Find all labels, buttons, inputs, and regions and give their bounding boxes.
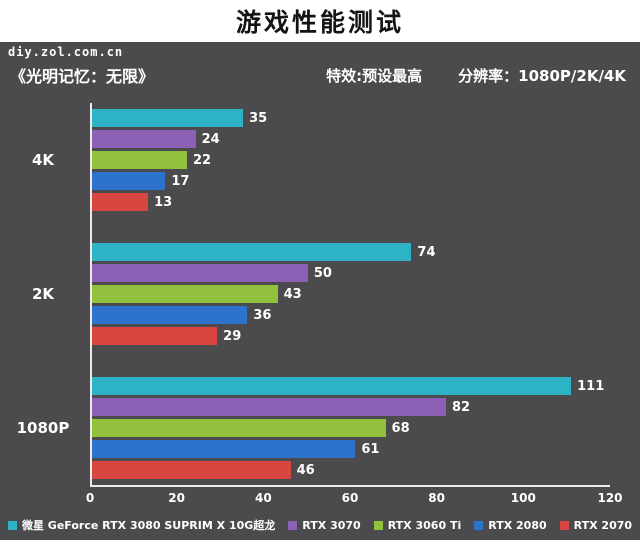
legend-swatch — [559, 520, 569, 530]
subheader: 《光明记忆：无限》 特效:预设最高 分辨率：1080P/2K/4K — [10, 63, 626, 87]
bar-row: 35 — [92, 109, 610, 127]
bar-value-label: 74 — [417, 244, 436, 260]
category-label: 4K — [31, 151, 55, 169]
bar-value-label: 17 — [171, 173, 190, 189]
watermark: diy.zol.com.cn — [8, 45, 124, 59]
bar — [92, 419, 386, 437]
settings-annotations: 特效:预设最高 分辨率：1080P/2K/4K — [326, 65, 626, 86]
x-tick: 100 — [510, 491, 536, 505]
x-tick: 40 — [254, 491, 272, 505]
legend-label: RTX 2070 — [573, 518, 633, 532]
bar — [92, 327, 218, 345]
bar — [92, 243, 412, 261]
bar-row: 82 — [92, 398, 610, 416]
bar-row: 29 — [92, 327, 610, 345]
bar — [92, 398, 446, 416]
bar-value-label: 24 — [201, 131, 220, 147]
x-tick: 60 — [341, 491, 359, 505]
legend-label: 微星 GeForce RTX 3080 SUPRIM X 10G超龙 — [21, 519, 276, 532]
legend-item: RTX 2070 — [559, 518, 633, 532]
bar-value-label: 50 — [313, 265, 332, 281]
x-tick: 80 — [428, 491, 446, 505]
x-tick: 0 — [85, 491, 95, 505]
x-tick: 20 — [168, 491, 186, 505]
bar-row: 46 — [92, 461, 610, 479]
x-axis-ticks: 0 20 40 60 80 100 120 — [86, 491, 623, 507]
legend-item: RTX 3070 — [288, 518, 361, 532]
bar-row: 17 — [92, 172, 610, 190]
x-tick: 120 — [597, 491, 623, 505]
bar-value-label: 111 — [577, 378, 605, 394]
legend-swatch — [474, 520, 484, 530]
bar-value-label: 36 — [253, 307, 272, 323]
legend-swatch — [7, 520, 17, 530]
bar-row: 68 — [92, 419, 610, 437]
plot-area: 4K 35 24 22 17 13 2K 74 50 43 36 29 1080P 111 82 68 61 46 — [17, 103, 610, 487]
bar-row: 36 — [92, 306, 610, 324]
bar-value-label: 43 — [283, 286, 302, 302]
bar — [92, 130, 196, 148]
bar — [92, 172, 166, 190]
category-label: 2K — [31, 285, 55, 303]
legend-swatch — [373, 520, 383, 530]
effects-setting: 特效:预设最高 — [326, 66, 423, 85]
bar — [92, 377, 572, 395]
bar-row: 111 — [92, 377, 610, 395]
bar-row: 22 — [92, 151, 610, 169]
bar — [92, 193, 149, 211]
bar-value-label: 61 — [361, 441, 380, 457]
bar — [92, 285, 278, 303]
bar-value-label: 82 — [451, 399, 471, 415]
legend-swatch — [288, 520, 298, 530]
bar-row: 43 — [92, 285, 610, 303]
bar — [92, 264, 308, 282]
bar-value-label: 35 — [249, 110, 268, 126]
legend-label: RTX 3060 Ti — [387, 518, 462, 532]
bar-value-label: 29 — [223, 328, 242, 344]
legend-item: RTX 2080 — [474, 518, 547, 532]
bar-group-2k: 2K 74 50 43 36 29 — [32, 243, 610, 345]
legend-item: RTX 3060 Ti — [373, 518, 462, 532]
bar-group-1080p: 1080P 111 82 68 61 46 — [17, 377, 610, 479]
bar-value-label: 68 — [391, 420, 410, 436]
bar-value-label: 46 — [296, 462, 315, 478]
bar-row: 74 — [92, 243, 610, 261]
category-label: 1080P — [16, 419, 70, 437]
bar-value-label: 13 — [154, 194, 173, 210]
legend-item: 微星 GeForce RTX 3080 SUPRIM X 10G超龙 — [7, 517, 276, 533]
bar-row: 61 — [92, 440, 610, 458]
bar-group-4k: 4K 35 24 22 17 13 — [32, 109, 610, 211]
bar — [92, 109, 244, 127]
bar-row: 24 — [92, 130, 610, 148]
legend-label: RTX 2080 — [488, 518, 547, 532]
bar — [92, 440, 356, 458]
page-title: 游戏性能测试 — [235, 8, 404, 37]
game-title: 《光明记忆：无限》 — [10, 67, 155, 86]
legend-label: RTX 3070 — [302, 518, 361, 532]
bar-value-label: 22 — [192, 152, 212, 168]
bar — [92, 306, 248, 324]
resolution-setting: 分辨率：1080P/2K/4K — [458, 66, 626, 85]
bar-row: 50 — [92, 264, 610, 282]
chart-header: 游戏性能测试 — [0, 0, 640, 42]
bar-row: 13 — [92, 193, 610, 211]
legend: 微星 GeForce RTX 3080 SUPRIM X 10G超龙 RTX 30… — [0, 517, 640, 533]
bar — [92, 461, 291, 479]
bar — [92, 151, 187, 169]
